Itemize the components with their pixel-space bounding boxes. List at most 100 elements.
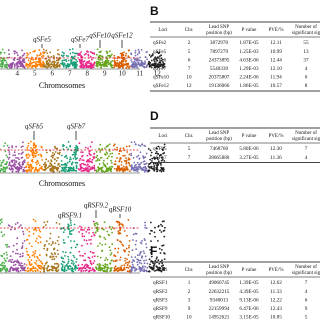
snp-dot xyxy=(57,61,60,64)
snp-dot xyxy=(35,161,37,164)
snp-dot xyxy=(40,260,42,263)
snp-dot xyxy=(47,265,49,267)
snp-dot xyxy=(14,228,16,231)
snp-dot xyxy=(110,165,113,168)
snp-dot xyxy=(72,63,75,66)
snp-dot xyxy=(1,235,4,238)
snp-dot xyxy=(154,152,157,155)
peak-dot xyxy=(39,61,42,64)
snp-dot xyxy=(158,55,161,58)
snp-dot xyxy=(141,168,144,171)
snp-dot xyxy=(159,169,162,172)
snp-dot xyxy=(72,157,75,160)
snp-dot xyxy=(5,167,8,170)
snp-dot xyxy=(45,253,48,256)
snp-dot xyxy=(12,168,14,171)
peak-dot xyxy=(75,144,77,147)
snp-dot xyxy=(86,264,88,266)
peak-dot xyxy=(76,146,78,149)
snp-dot xyxy=(121,264,123,267)
snp-dot xyxy=(49,51,51,54)
snp-dot xyxy=(1,61,4,64)
snp-dot xyxy=(153,165,156,167)
snp-dot xyxy=(41,266,44,269)
snp-dot xyxy=(16,67,19,69)
snp-dot xyxy=(61,63,64,66)
snp-dot xyxy=(47,160,50,163)
snp-dot xyxy=(22,141,24,144)
snp-dot xyxy=(34,220,37,223)
snp-dot xyxy=(51,165,54,168)
snp-dot xyxy=(126,264,129,266)
table-cell: 10.57 xyxy=(270,83,282,89)
snp-dot xyxy=(120,241,122,244)
snp-dot xyxy=(83,259,85,262)
snp-dot xyxy=(20,146,23,148)
snp-dot xyxy=(26,54,28,57)
snp-dot xyxy=(108,155,110,158)
snp-dot xyxy=(97,269,100,272)
peak-dot xyxy=(69,232,71,235)
snp-dot xyxy=(27,64,29,66)
snp-dot xyxy=(64,251,67,254)
snp-dot xyxy=(82,159,85,162)
snp-dot xyxy=(128,250,131,253)
x-tick-label: 9 xyxy=(103,70,107,78)
snp-dot xyxy=(10,63,13,66)
snp-dot xyxy=(137,48,140,51)
snp-dot xyxy=(43,221,46,224)
table-cell: qRSF9 xyxy=(153,306,168,312)
peak-dot xyxy=(73,153,75,156)
snp-dot xyxy=(136,53,139,56)
snp-dot xyxy=(50,61,53,64)
snp-dot xyxy=(76,243,79,246)
snp-dot xyxy=(30,165,33,168)
snp-dot xyxy=(130,53,133,56)
snp-dot xyxy=(153,58,155,61)
snp-dot xyxy=(50,55,53,58)
snp-dot xyxy=(61,260,64,263)
snp-dot xyxy=(34,267,37,270)
snp-dot xyxy=(73,223,76,226)
snp-dot xyxy=(38,259,41,261)
snp-dot xyxy=(25,169,27,172)
snp-dot xyxy=(158,154,161,157)
snp-dot xyxy=(162,264,165,267)
snp-dot xyxy=(83,53,86,56)
snp-dot xyxy=(122,154,125,157)
snp-dot xyxy=(25,269,27,272)
snp-dot xyxy=(134,256,137,259)
snp-dot xyxy=(154,270,156,272)
snp-dot xyxy=(114,62,116,65)
snp-dot xyxy=(145,246,148,249)
snp-dot xyxy=(155,147,158,150)
snp-dot xyxy=(143,66,146,69)
peak-dot xyxy=(35,145,37,147)
snp-dot xyxy=(8,167,11,170)
snp-dot xyxy=(57,167,60,170)
snp-dot xyxy=(20,153,23,155)
snp-dot xyxy=(75,66,77,69)
snp-dot xyxy=(98,264,100,267)
snp-dot xyxy=(61,55,64,58)
snp-dot xyxy=(32,253,35,256)
snp-dot xyxy=(14,223,17,226)
peak-dot xyxy=(97,223,99,226)
snp-dot xyxy=(81,244,83,247)
snp-dot xyxy=(116,146,118,149)
snp-dot xyxy=(111,152,114,155)
snp-dot xyxy=(62,59,64,62)
snp-dot xyxy=(133,269,136,272)
snp-dot xyxy=(150,221,152,224)
peak-dot xyxy=(119,62,122,64)
snp-dot xyxy=(21,163,24,166)
snp-dot xyxy=(53,162,56,165)
snp-dot xyxy=(82,270,85,272)
snp-dot xyxy=(22,161,24,163)
table-cell: 12.22 xyxy=(270,297,282,303)
snp-dot xyxy=(116,239,119,241)
snp-dot xyxy=(133,260,136,262)
table-cell: 3.15E-05 xyxy=(239,315,259,320)
snp-dot xyxy=(131,261,134,264)
table-header: P value xyxy=(242,28,257,33)
